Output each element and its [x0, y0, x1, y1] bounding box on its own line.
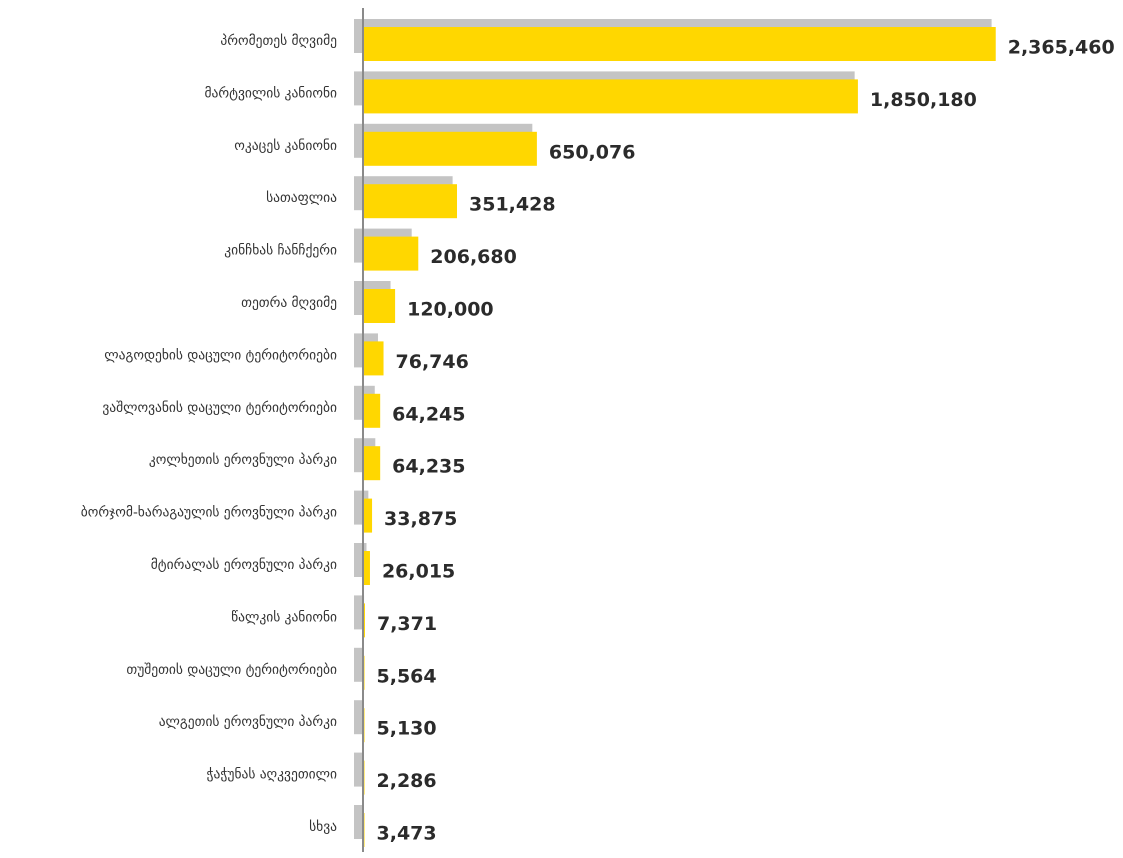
category-label: ლაგოდეხის დაცული ტერიტორიები: [104, 346, 337, 363]
value-label: 120,000: [407, 299, 494, 321]
bar-stub: [354, 543, 363, 577]
bar: [363, 393, 381, 428]
category-label: წალკის კანიონი: [231, 609, 337, 625]
value-label: 206,680: [430, 246, 517, 268]
value-label: 3,473: [377, 823, 437, 845]
bar-stub: [354, 752, 363, 787]
bar-stub: [354, 176, 363, 211]
value-label: 26,015: [382, 561, 455, 583]
value-label: 2,365,460: [1008, 37, 1115, 59]
value-label: 33,875: [384, 508, 457, 530]
bar: [363, 498, 373, 533]
bar-stub: [354, 595, 363, 630]
category-label: კოლხეთის ეროვნული პარკი: [149, 451, 337, 468]
bar-stub: [354, 805, 363, 839]
bar: [363, 131, 537, 166]
bar-stub: [354, 123, 363, 158]
bar: [363, 289, 396, 323]
category-label: ალგეთის ეროვნული პარკი: [159, 713, 337, 730]
bar-stub: [354, 281, 363, 315]
value-label: 7,371: [377, 613, 437, 635]
value-label: 2,286: [377, 770, 437, 792]
bar: [363, 341, 384, 376]
value-label: 351,428: [469, 194, 556, 216]
value-label: 1,850,180: [870, 89, 977, 111]
bar-stub: [354, 438, 363, 473]
value-label: 64,235: [392, 456, 465, 478]
category-label: პრომეთეს მღვიმე: [220, 32, 337, 49]
category-label: თეთრა მღვიმე: [241, 294, 337, 311]
value-label: 5,130: [377, 718, 437, 740]
value-label: 76,746: [396, 351, 469, 373]
category-label: ბორჯომ-ხარაგაულის ეროვნული პარკი: [81, 504, 337, 521]
bar: [363, 236, 419, 271]
bar-stub: [354, 333, 363, 368]
bar-stub: [354, 700, 363, 735]
bar: [363, 79, 858, 114]
bar: [363, 446, 381, 481]
bar-stub: [354, 490, 363, 525]
bar-stub: [354, 71, 363, 106]
category-label: კინჩხას ჩანჩქერი: [224, 242, 337, 259]
category-label: ოკაცეს კანიონი: [234, 138, 337, 154]
category-label: ჭაჭუნას აღკვეთილი: [207, 767, 338, 783]
category-label: მტირალას ეროვნული პარკი: [151, 556, 337, 573]
bar-stub: [354, 228, 363, 263]
value-label: 5,564: [377, 665, 437, 687]
bar: [363, 27, 996, 61]
category-label: სხვა: [309, 819, 337, 835]
category-label: სათაფლია: [266, 190, 337, 206]
bar-stub: [354, 385, 363, 420]
bar-stub: [354, 19, 363, 53]
bar-stub: [354, 647, 363, 682]
category-label: თუშეთის დაცული ტერიტორიები: [126, 661, 337, 678]
value-label: 650,076: [549, 141, 636, 163]
category-label: მარტვილის კანიონი: [204, 84, 337, 101]
bar: [363, 551, 370, 585]
bar: [363, 184, 458, 219]
value-label: 64,245: [392, 403, 465, 425]
category-label: ვაშლოვანის დაცული ტერიტორიები: [102, 399, 337, 416]
